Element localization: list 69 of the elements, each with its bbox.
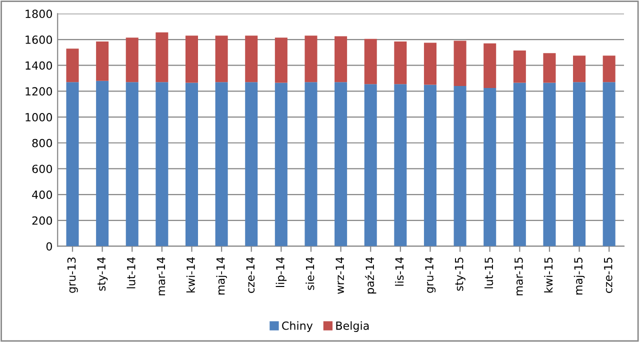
bar: [334, 36, 348, 82]
y-tick-label: 200: [32, 216, 52, 225]
bar: [573, 82, 586, 246]
bar: [573, 56, 586, 82]
x-tick-label: lut-15: [484, 258, 494, 288]
bar: [602, 82, 616, 246]
bar: [304, 82, 318, 246]
x-tick-label: paź-14: [365, 257, 376, 294]
x-tick-label: sie-14: [306, 257, 314, 290]
bar: [274, 38, 288, 83]
bar: [543, 53, 556, 83]
x-tick-label: lip-14: [276, 257, 287, 287]
y-tick-label: 400: [32, 190, 52, 199]
x-tick-label: mar-15: [514, 258, 523, 296]
bar: [513, 82, 526, 246]
bar: [156, 32, 168, 82]
bar: [513, 50, 526, 83]
bar: [454, 40, 466, 86]
bar: [304, 36, 318, 82]
bar: [245, 36, 258, 82]
bar: [424, 84, 436, 246]
bar: [185, 36, 198, 83]
bar: [364, 84, 377, 246]
bar: [126, 38, 138, 82]
bar: [245, 82, 258, 246]
bar: [602, 56, 616, 82]
bar: [424, 42, 436, 85]
x-tick-label: maj-15: [574, 258, 585, 295]
x-tick-label: gru-14: [425, 257, 436, 293]
legend-label: Belgia: [336, 321, 369, 332]
bar: [66, 82, 79, 246]
bar: [156, 82, 168, 246]
y-tick-label: 1200: [26, 87, 52, 96]
bar: [484, 43, 496, 88]
x-tick-label: mar-14: [156, 257, 166, 296]
x-tick-label: lut-14: [126, 257, 136, 288]
x-tick-label: gru-13: [67, 258, 78, 293]
y-tick-label: 1800: [26, 10, 52, 18]
bar: [274, 82, 288, 246]
legend-label: Chiny: [282, 321, 313, 332]
bar: [334, 82, 348, 246]
bar: [66, 48, 79, 82]
x-tick-label: lis-14: [395, 257, 404, 286]
y-tick-label: 1400: [26, 61, 52, 70]
x-tick-label: maj-14: [216, 257, 227, 295]
x-tick-label: sty-15: [455, 258, 466, 291]
x-tick-label: cze-15: [604, 258, 612, 293]
bar: [484, 88, 496, 246]
bar: [215, 82, 228, 246]
x-tick-label: cze-14: [246, 257, 255, 293]
y-tick-label: 800: [32, 138, 52, 148]
bar: [185, 82, 198, 246]
bar: [394, 41, 407, 84]
y-tick-label: 1600: [26, 35, 52, 44]
y-tick-label: 600: [32, 164, 52, 174]
x-tick-label: wrz-14: [336, 257, 344, 294]
bar: [126, 82, 138, 246]
bar: [454, 86, 466, 246]
bar: [96, 80, 109, 246]
bar: [394, 84, 407, 246]
x-tick-label: kwi-15: [544, 258, 553, 292]
bar: [96, 41, 109, 81]
bar: [215, 36, 228, 82]
x-tick-label: kwi-14: [186, 257, 195, 292]
y-tick-label: 0: [46, 242, 52, 251]
y-tick-label: 1000: [26, 113, 52, 122]
bar: [543, 82, 556, 246]
bar: [364, 38, 377, 84]
x-tick-label: sty-14: [97, 257, 108, 291]
